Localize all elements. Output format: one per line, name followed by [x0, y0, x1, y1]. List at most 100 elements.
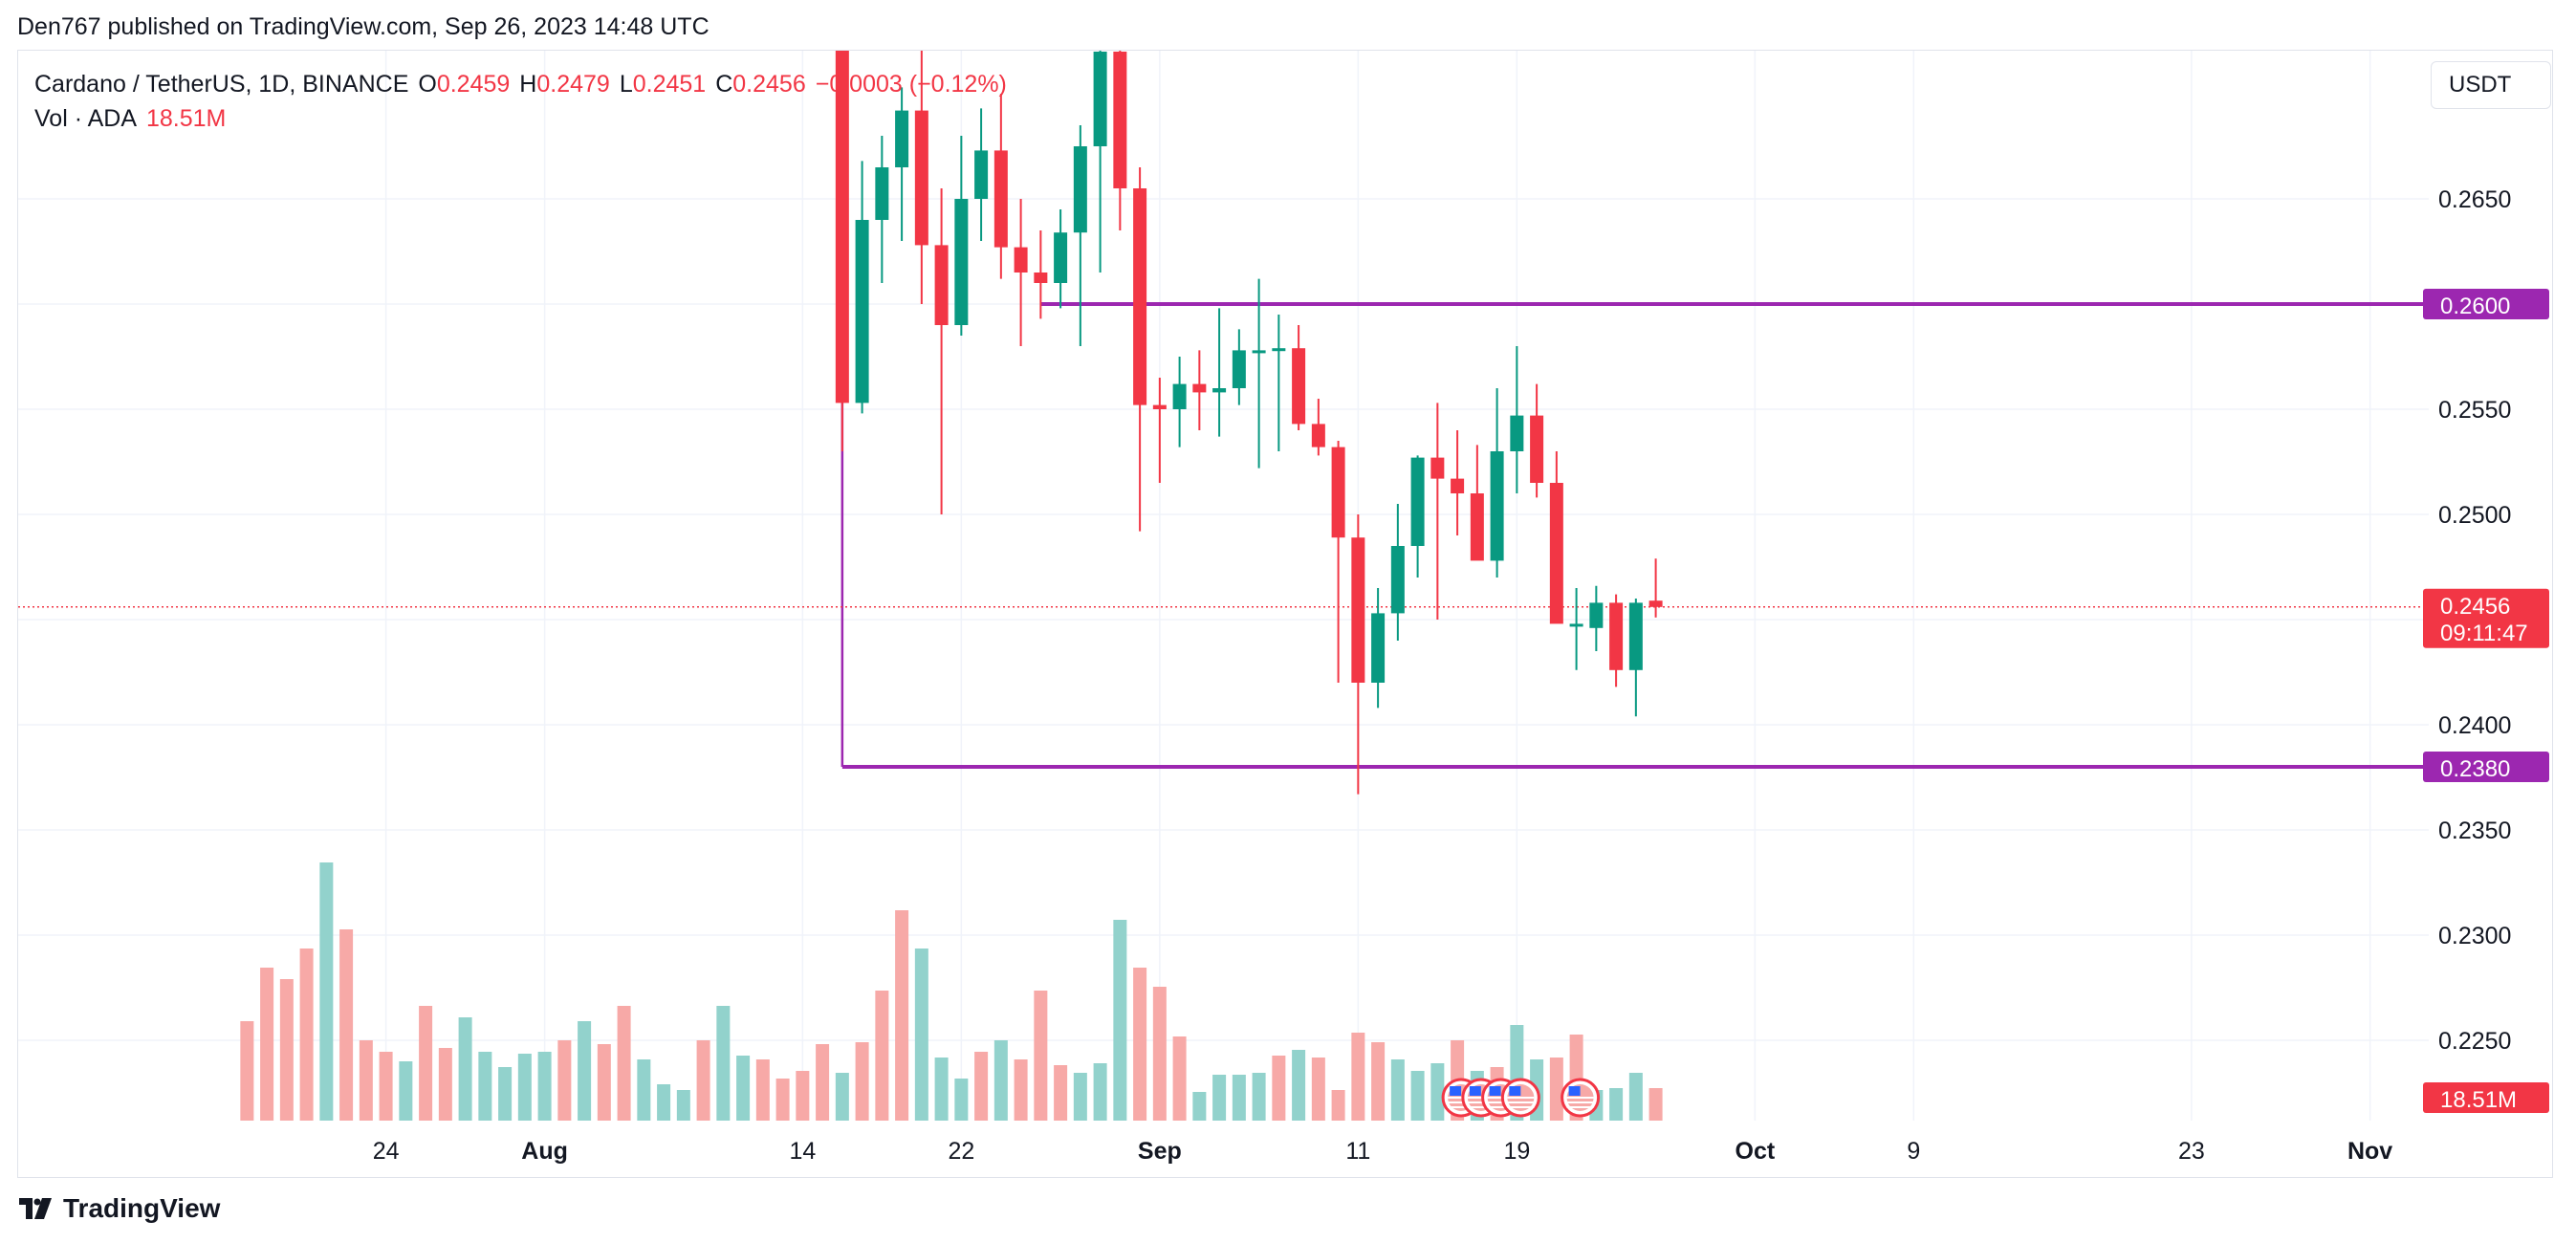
horizontal-levels — [18, 94, 2429, 769]
volume-badge: 18.51M — [2423, 1082, 2549, 1113]
x-tick-label: 19 — [1503, 1138, 1530, 1165]
volume-bar — [438, 1048, 452, 1121]
candle-body — [1430, 457, 1445, 479]
x-tick-label: Oct — [1736, 1138, 1776, 1165]
high-value: 0.2479 — [536, 71, 610, 98]
tradingview-logo[interactable]: TradingView — [19, 1193, 220, 1224]
candle-body — [835, 51, 849, 403]
event-icon-canton — [1469, 1086, 1481, 1096]
candle-body — [934, 245, 949, 325]
volume-bar — [1093, 1063, 1107, 1121]
event-icon-stripe — [1467, 1106, 1495, 1108]
volume-bar — [1351, 1033, 1365, 1121]
volume-bar — [1549, 1058, 1563, 1121]
candle-body — [1133, 188, 1147, 405]
volume-bar — [1371, 1042, 1386, 1121]
candle-body — [1351, 537, 1365, 683]
candle-body — [1311, 424, 1325, 447]
currency-button[interactable]: USDT — [2431, 61, 2551, 109]
volume-bar — [379, 1052, 393, 1121]
volume-bar — [597, 1044, 611, 1121]
candle-body — [875, 167, 889, 220]
candle-body — [1113, 52, 1127, 188]
x-tick-label: 24 — [373, 1138, 400, 1165]
x-tick-label: 9 — [1907, 1138, 1920, 1165]
volume-bar — [1292, 1050, 1306, 1121]
candle-body — [993, 150, 1008, 248]
candle-body — [1252, 350, 1266, 354]
volume-bar — [1054, 1065, 1068, 1121]
event-icon-stripe — [1507, 1106, 1535, 1108]
candle-body — [1212, 388, 1227, 393]
candle-body — [974, 150, 989, 199]
grid — [18, 51, 2429, 1121]
last-price-badge-text: 0.2456 — [2440, 594, 2510, 620]
candle-body — [914, 110, 928, 246]
candle-body — [1569, 623, 1583, 627]
change-value: −0.0003 (−0.12%) — [815, 71, 1007, 98]
event-icon-stripe — [1467, 1097, 1495, 1099]
low-value: 0.2451 — [632, 71, 707, 98]
volume-bar — [716, 1006, 731, 1121]
volume-bar — [578, 1021, 592, 1121]
x-tick-label: 23 — [2178, 1138, 2205, 1165]
close-label: C — [715, 71, 733, 98]
event-icon-stripe — [1448, 1106, 1475, 1108]
volume-bar — [1390, 1059, 1405, 1121]
close-value: 0.2456 — [732, 71, 806, 98]
volume-bar — [657, 1084, 671, 1121]
candle-body — [1371, 613, 1386, 683]
candle-body — [1292, 348, 1306, 425]
event-icon-stripe — [1448, 1101, 1475, 1103]
volume-label[interactable]: Vol · ADA — [34, 105, 137, 132]
candle-body — [1451, 478, 1465, 493]
chart-legend: Cardano / TetherUS, 1D, BINANCE O0.2459 H0… — [34, 67, 1007, 136]
candle-body — [954, 199, 969, 325]
candle-body — [1073, 146, 1087, 233]
volume-bar — [1410, 1071, 1425, 1121]
symbol-title[interactable]: Cardano / TetherUS, 1D, BINANCE — [34, 71, 409, 98]
event-icon-stripe — [1487, 1097, 1515, 1099]
candle-body — [1331, 447, 1345, 538]
volume-bar — [1073, 1073, 1087, 1121]
volume-bar — [617, 1006, 631, 1121]
level-badge: 0.2600 — [2423, 289, 2549, 319]
volume-bar — [895, 910, 909, 1121]
ohlc-row: Cardano / TetherUS, 1D, BINANCE O0.2459 H0… — [34, 67, 1007, 101]
open-value: 0.2459 — [436, 71, 511, 98]
volume-bar — [1212, 1075, 1227, 1121]
volume-bar — [1152, 987, 1167, 1121]
volume-bar — [319, 862, 334, 1121]
event-icon-stripe — [1566, 1106, 1594, 1108]
volume-bar — [260, 968, 274, 1121]
y-tick-label: 0.2350 — [2438, 818, 2511, 844]
volume-bar — [1311, 1058, 1325, 1121]
candle-body — [1192, 383, 1207, 393]
volume-bar — [1648, 1088, 1663, 1121]
volume-bar — [1272, 1056, 1286, 1121]
volume-bar — [419, 1006, 433, 1121]
level-badge: 0.2380 — [2423, 752, 2549, 782]
volume-bar — [1034, 991, 1048, 1121]
x-tick-label: Nov — [2347, 1138, 2392, 1165]
volume-bar — [478, 1052, 492, 1121]
x-tick-label: 14 — [789, 1138, 816, 1165]
volume-bar — [835, 1073, 849, 1121]
volume-bar — [1252, 1073, 1266, 1121]
candle-body — [1272, 348, 1286, 352]
volume-bar — [914, 949, 928, 1121]
volume-bar — [517, 1054, 532, 1121]
volume-bars — [240, 862, 1663, 1121]
volume-bar — [498, 1067, 513, 1121]
low-label: L — [619, 71, 633, 98]
volume-bar — [934, 1058, 949, 1121]
volume-bar — [696, 1040, 710, 1121]
candle-body — [1172, 383, 1187, 409]
volume-bar — [796, 1071, 810, 1121]
volume-bar — [855, 1042, 869, 1121]
candle-body — [1390, 546, 1405, 614]
volume-bar — [974, 1052, 989, 1121]
